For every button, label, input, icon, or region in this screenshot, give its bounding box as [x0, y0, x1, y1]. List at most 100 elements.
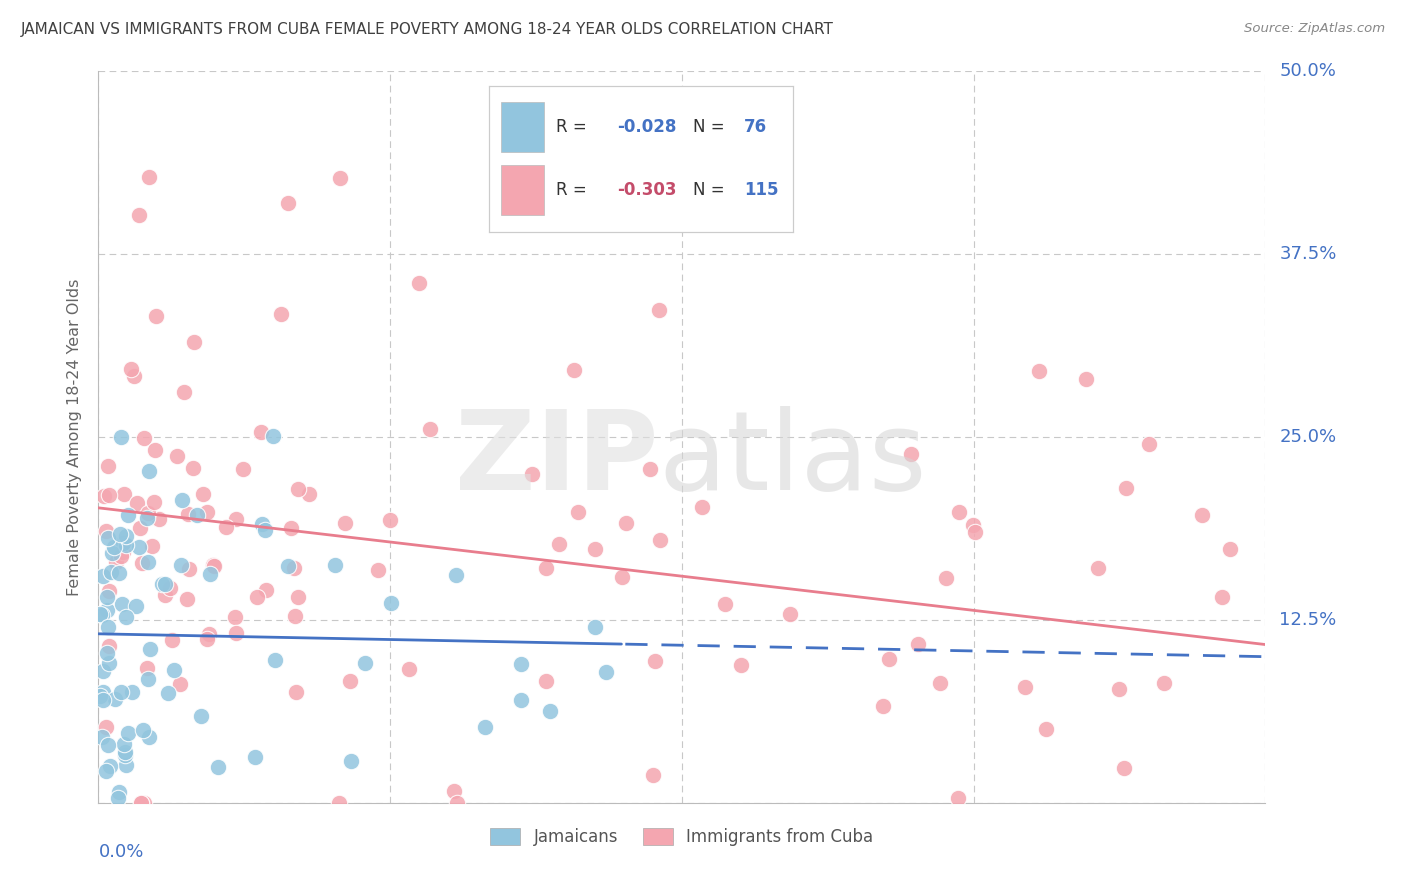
- Point: [418, 422, 440, 436]
- Point: [614, 516, 637, 530]
- Point: [120, 362, 142, 376]
- Point: [131, 556, 153, 570]
- Point: [129, 521, 152, 535]
- Point: [141, 539, 163, 553]
- Text: JAMAICAN VS IMMIGRANTS FROM CUBA FEMALE POVERTY AMONG 18-24 YEAR OLDS CORRELATIO: JAMAICAN VS IMMIGRANTS FROM CUBA FEMALE …: [21, 22, 834, 37]
- Point: [200, 566, 222, 581]
- Point: [522, 467, 544, 481]
- Point: [97, 458, 120, 473]
- Point: [638, 462, 661, 476]
- Point: [253, 523, 276, 537]
- Point: [474, 720, 496, 734]
- Point: [872, 698, 894, 713]
- Text: 25.0%: 25.0%: [1279, 428, 1337, 446]
- Point: [354, 657, 377, 671]
- Point: [132, 723, 155, 738]
- Point: [1153, 676, 1175, 690]
- Point: [108, 566, 131, 580]
- Text: atlas: atlas: [658, 406, 927, 513]
- Point: [250, 425, 273, 439]
- Point: [929, 675, 952, 690]
- Point: [169, 676, 191, 690]
- Point: [132, 796, 155, 810]
- Point: [89, 690, 111, 704]
- Point: [284, 684, 307, 698]
- Point: [91, 730, 114, 744]
- Point: [252, 516, 274, 531]
- Point: [408, 277, 430, 291]
- Point: [280, 521, 302, 535]
- Point: [108, 785, 131, 799]
- Point: [115, 537, 138, 551]
- Point: [183, 334, 205, 349]
- Point: [287, 591, 309, 605]
- Point: [610, 570, 633, 584]
- Y-axis label: Female Poverty Among 18-24 Year Olds: Female Poverty Among 18-24 Year Olds: [67, 278, 83, 596]
- Point: [562, 363, 585, 377]
- Point: [907, 637, 929, 651]
- Point: [284, 609, 307, 624]
- Point: [605, 167, 627, 181]
- Point: [136, 672, 159, 686]
- Point: [110, 430, 132, 444]
- Point: [263, 652, 285, 666]
- Point: [91, 664, 114, 678]
- Point: [510, 693, 533, 707]
- Point: [583, 620, 606, 634]
- Point: [641, 768, 664, 782]
- Point: [224, 610, 246, 624]
- Point: [135, 661, 157, 675]
- Point: [101, 546, 124, 560]
- Point: [125, 599, 148, 614]
- Point: [538, 704, 561, 718]
- Point: [136, 506, 159, 520]
- Point: [142, 494, 165, 508]
- Point: [779, 607, 801, 621]
- Point: [1074, 372, 1097, 386]
- Point: [114, 745, 136, 759]
- Point: [692, 500, 714, 514]
- Point: [1014, 680, 1036, 694]
- Point: [1191, 508, 1213, 522]
- Point: [114, 737, 136, 751]
- Point: [536, 561, 558, 575]
- Point: [173, 384, 195, 399]
- Point: [443, 784, 465, 798]
- Point: [117, 508, 139, 523]
- Point: [117, 725, 139, 739]
- Point: [103, 540, 125, 554]
- Point: [177, 562, 200, 576]
- Point: [1108, 681, 1130, 696]
- Point: [567, 505, 589, 519]
- Point: [730, 657, 752, 672]
- Point: [287, 483, 309, 497]
- Point: [127, 496, 149, 510]
- Point: [136, 511, 159, 525]
- Point: [97, 656, 120, 670]
- Point: [93, 489, 115, 503]
- Point: [283, 561, 305, 575]
- Point: [333, 516, 356, 530]
- Point: [94, 524, 117, 538]
- Point: [1028, 364, 1050, 378]
- Point: [186, 508, 208, 522]
- Point: [644, 654, 666, 668]
- Point: [254, 583, 277, 598]
- Point: [190, 709, 212, 723]
- Point: [98, 639, 121, 653]
- Point: [207, 759, 229, 773]
- Point: [153, 577, 176, 591]
- Point: [131, 796, 153, 810]
- Point: [104, 691, 127, 706]
- Point: [150, 576, 173, 591]
- Point: [145, 309, 167, 323]
- Point: [132, 431, 155, 445]
- Point: [339, 674, 361, 689]
- Point: [277, 196, 299, 211]
- Point: [367, 563, 389, 577]
- Point: [97, 531, 120, 545]
- Point: [1219, 542, 1241, 557]
- Point: [138, 730, 160, 744]
- Point: [277, 559, 299, 574]
- Point: [114, 529, 136, 543]
